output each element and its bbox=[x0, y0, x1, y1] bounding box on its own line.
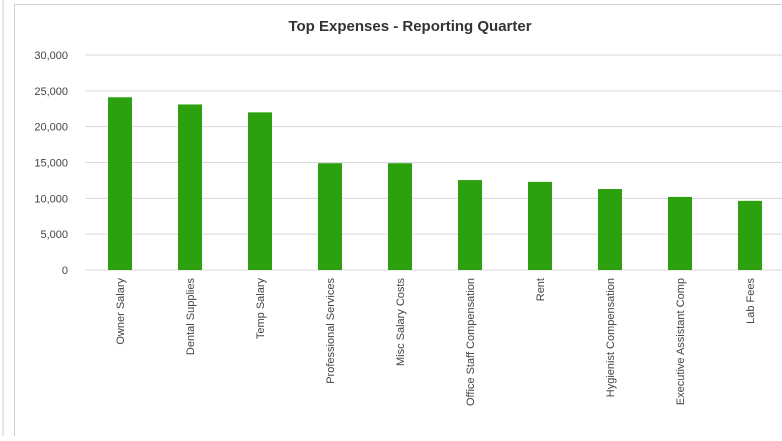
x-tick-label: Office Staff Compensation bbox=[465, 278, 477, 406]
bar bbox=[248, 112, 272, 270]
x-tick-label: Temp Salary bbox=[255, 278, 267, 340]
x-tick-label: Misc Salary Costs bbox=[395, 278, 407, 367]
bar bbox=[598, 189, 622, 270]
y-tick-label: 15,000 bbox=[34, 158, 68, 170]
y-tick-label: 20,000 bbox=[34, 122, 68, 134]
y-tick-label: 30,000 bbox=[34, 50, 68, 62]
bar bbox=[178, 104, 202, 270]
bar bbox=[738, 201, 762, 270]
bar bbox=[528, 182, 552, 270]
bar bbox=[388, 163, 412, 270]
x-tick-label: Dental Supplies bbox=[185, 278, 197, 356]
y-tick-label: 25,000 bbox=[34, 86, 68, 98]
bar bbox=[318, 163, 342, 270]
bar bbox=[108, 97, 132, 270]
chart-title: Top Expenses - Reporting Quarter bbox=[288, 18, 531, 35]
bar bbox=[458, 180, 482, 270]
y-tick-label: 0 bbox=[62, 265, 68, 277]
x-tick-label: Executive Assistant Comp bbox=[675, 278, 687, 405]
x-tick-label: Hygienist Compensation bbox=[605, 278, 617, 397]
bar bbox=[668, 197, 692, 270]
x-tick-label: Lab Fees bbox=[745, 278, 757, 324]
y-tick-label: 5,000 bbox=[40, 229, 68, 241]
y-tick-label: 10,000 bbox=[34, 193, 68, 205]
x-tick-label: Rent bbox=[535, 278, 547, 301]
x-tick-label: Owner Salary bbox=[115, 278, 127, 345]
x-tick-label: Professional Services bbox=[325, 278, 337, 384]
